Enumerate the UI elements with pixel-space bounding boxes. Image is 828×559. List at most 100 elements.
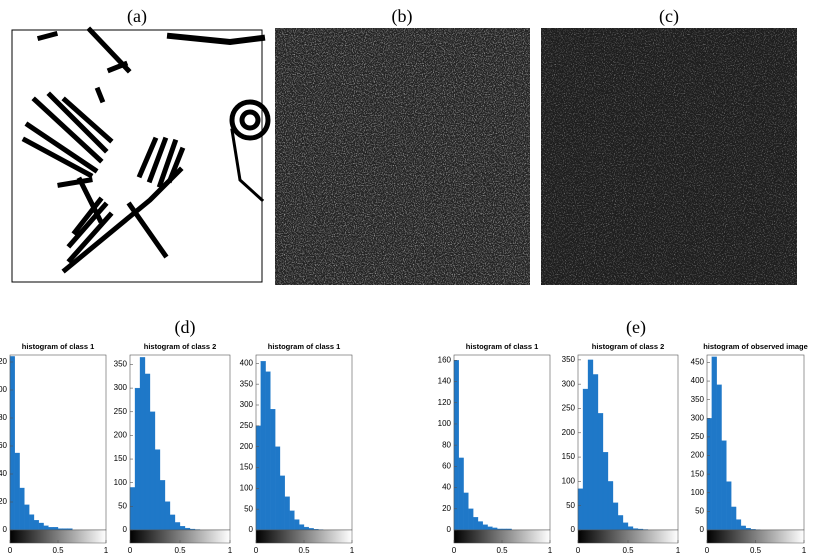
- histogram-bar: [33, 520, 39, 531]
- x-tick-label: 0: [128, 546, 133, 555]
- histogram-bar: [279, 475, 285, 531]
- y-tick-label: 150: [114, 454, 128, 463]
- image-c: [541, 28, 797, 285]
- x-tick-label: 0: [8, 546, 13, 555]
- y-tick-label: 300: [562, 379, 576, 388]
- x-tick-label: 0.5: [52, 546, 64, 555]
- x-tick-label: 1: [548, 546, 553, 555]
- y-tick-label: 250: [114, 407, 128, 416]
- y-tick-label: 250: [562, 404, 576, 413]
- x-tick-label: 0.5: [622, 546, 634, 555]
- histogram-bar: [587, 359, 594, 531]
- histogram-bar: [740, 525, 746, 531]
- histogram-bar: [597, 413, 604, 531]
- y-tick-label: 150: [691, 469, 705, 478]
- histogram-bar: [735, 519, 742, 531]
- y-tick-label: 150: [562, 452, 576, 461]
- histogram-bar: [607, 481, 614, 531]
- y-tick-label: 40: [442, 483, 451, 492]
- y-tick-label: 300: [240, 400, 254, 409]
- y-tick-label: 60: [0, 441, 8, 450]
- histogram-bar: [602, 452, 609, 531]
- histogram-bar: [477, 521, 483, 531]
- x-tick-label: 1: [802, 546, 807, 555]
- y-tick-label: 350: [562, 355, 576, 364]
- y-tick-label: 120: [438, 398, 452, 407]
- histogram-bar: [169, 514, 176, 531]
- y-tick-label: 100: [240, 483, 254, 492]
- histogram-bar: [731, 506, 737, 531]
- x-tick-label: 0.5: [496, 546, 508, 555]
- histogram-bar: [294, 519, 300, 531]
- histogram-bar: [622, 522, 629, 531]
- histogram-bar: [582, 388, 589, 531]
- y-tick-label: 120: [0, 357, 8, 366]
- y-tick-label: 0: [3, 525, 8, 534]
- histogram-bar: [492, 527, 498, 531]
- y-tick-label: 100: [0, 385, 8, 394]
- x-tick-label: 1: [228, 546, 233, 555]
- histogram-bar: [38, 522, 44, 531]
- y-tick-label: 60: [442, 461, 451, 470]
- histogram-bar: [463, 492, 469, 531]
- histogram-title: histogram of class 1: [268, 342, 341, 351]
- y-tick-label: 50: [695, 506, 704, 515]
- y-tick-label: 160: [438, 355, 452, 364]
- y-tick-label: 0: [447, 525, 452, 534]
- y-tick-label: 40: [0, 469, 8, 478]
- y-tick-label: 100: [691, 488, 705, 497]
- histogram-bar: [179, 526, 186, 531]
- histogram-title: histogram of observed image: [703, 342, 808, 351]
- y-tick-label: 0: [123, 525, 128, 534]
- histogram-bar: [468, 508, 474, 531]
- histogram-bar: [144, 373, 151, 531]
- x-tick-label: 0.5: [174, 546, 186, 555]
- histogram-bar: [14, 452, 20, 531]
- histogram-bar: [275, 446, 281, 531]
- histogram-bar: [53, 527, 59, 531]
- histogram-bar: [260, 361, 266, 531]
- y-tick-label: 20: [0, 497, 8, 506]
- histogram-bar: [721, 440, 727, 531]
- y-tick-label: 20: [442, 504, 451, 513]
- x-tick-label: 1: [104, 546, 109, 555]
- histogram-bar: [473, 517, 479, 531]
- histogram-bar: [487, 526, 493, 531]
- y-tick-label: 100: [438, 419, 452, 428]
- y-tick-label: 200: [240, 442, 254, 451]
- y-tick-label: 200: [691, 451, 705, 460]
- histogram-bar: [289, 510, 295, 531]
- panel-label: (a): [127, 6, 147, 27]
- y-tick-label: 250: [240, 421, 254, 430]
- y-tick-label: 300: [114, 383, 128, 392]
- y-tick-label: 80: [442, 440, 451, 449]
- y-tick-label: 0: [571, 525, 576, 534]
- histogram-bar: [299, 524, 305, 531]
- x-tick-label: 0.5: [298, 546, 310, 555]
- x-tick-label: 0: [576, 546, 581, 555]
- histogram-bar: [592, 374, 599, 531]
- histogram-bar: [129, 487, 136, 531]
- y-tick-label: 80: [0, 413, 8, 422]
- histogram-title: histogram of class 2: [144, 342, 217, 351]
- group-label: (d): [175, 317, 196, 338]
- histogram-bar: [265, 371, 271, 531]
- y-tick-label: 0: [249, 525, 254, 534]
- histogram-bar: [24, 504, 30, 531]
- y-tick-label: 250: [691, 432, 705, 441]
- histogram-bar: [270, 409, 276, 531]
- image-b: [275, 28, 530, 285]
- x-tick-label: 1: [676, 546, 681, 555]
- histogram-bar: [159, 480, 166, 531]
- y-tick-label: 50: [244, 504, 253, 513]
- group-label: (e): [626, 317, 646, 338]
- histogram-bar: [255, 425, 261, 531]
- y-tick-label: 50: [118, 501, 127, 510]
- y-tick-label: 140: [438, 377, 452, 386]
- x-tick-label: 1: [350, 546, 355, 555]
- histogram-bar: [284, 496, 290, 531]
- y-tick-label: 350: [691, 395, 705, 404]
- histogram-bar: [149, 411, 156, 531]
- y-tick-label: 400: [240, 358, 254, 367]
